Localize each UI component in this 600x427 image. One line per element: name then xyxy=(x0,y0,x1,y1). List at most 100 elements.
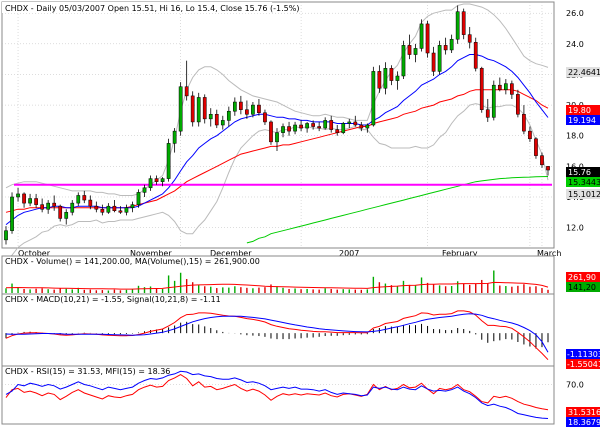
candle-down xyxy=(257,104,261,113)
rsi-value-label-box xyxy=(566,417,600,427)
candle-down xyxy=(528,130,532,140)
price-value-label: 15.3443 xyxy=(568,178,600,187)
candle-up xyxy=(208,114,213,120)
candle-down xyxy=(154,178,159,182)
candle-down xyxy=(202,97,207,120)
macd-panel-title: CHDX - MACD(10,21) = -1.55, Signal(10,21… xyxy=(5,295,221,304)
volume-panel-title: CHDX - Volume() = 141,200.00, MA(Volume(… xyxy=(5,257,260,266)
price-y-tick-label: 16.0 xyxy=(566,162,584,171)
candle-up xyxy=(64,212,69,219)
candle-down xyxy=(184,86,189,97)
candle-down xyxy=(516,94,520,115)
candle-down xyxy=(58,205,63,219)
candle-down xyxy=(473,42,478,69)
macd-signal-line xyxy=(5,313,549,353)
candle-up xyxy=(437,45,442,72)
candle-down xyxy=(479,68,484,110)
candle-down xyxy=(540,155,544,166)
candle-up xyxy=(503,83,508,91)
price-x-label: February xyxy=(442,249,478,258)
candle-down xyxy=(94,205,99,210)
candle-down xyxy=(359,124,364,129)
price-x-label: November xyxy=(130,249,172,258)
price-chart-title: CHDX - Daily 05/03/2007 Open 15.51, Hi 1… xyxy=(5,4,299,13)
candle-up xyxy=(4,230,8,241)
candle-down xyxy=(263,112,267,123)
candle-down xyxy=(88,199,93,207)
candle-up xyxy=(136,192,141,205)
candle-up xyxy=(196,97,201,123)
candle-up xyxy=(166,143,171,179)
ma-long-line xyxy=(246,176,549,244)
candle-down xyxy=(269,121,273,143)
rsi-panel-frame xyxy=(1,365,555,425)
candle-up xyxy=(76,195,81,204)
rsi-y-ticks: 70.0 xyxy=(566,380,584,389)
candle-up xyxy=(70,202,75,213)
price-value-label: 15.76 xyxy=(568,168,591,177)
price-x-label: March xyxy=(537,249,561,258)
rsi-value-label: 31.5316 xyxy=(568,408,600,417)
volume-ma-line xyxy=(5,281,549,290)
price-value-label-box xyxy=(566,177,600,187)
candle-up xyxy=(226,110,231,121)
candle-up xyxy=(395,75,400,81)
macd-lines xyxy=(5,310,549,361)
candle-down xyxy=(190,95,195,123)
candle-up xyxy=(106,205,111,213)
candle-down xyxy=(299,124,303,129)
macd-value-label: -1.11303 xyxy=(567,350,600,359)
volume-value-label: 261,90 xyxy=(568,273,596,282)
candle-down xyxy=(239,101,243,110)
candle-down xyxy=(407,45,412,55)
candle-up xyxy=(148,178,153,189)
candle-down xyxy=(52,202,57,207)
candle-up xyxy=(16,193,20,198)
candle-up xyxy=(281,126,285,133)
price-x-label: October xyxy=(18,249,51,258)
candle-down xyxy=(22,193,26,204)
candle-up xyxy=(419,23,424,49)
candle-up xyxy=(371,71,376,126)
candle-up xyxy=(251,104,255,115)
price-value-label: 15.1012 xyxy=(568,190,600,199)
rsi-value-label: 18.3679 xyxy=(568,418,600,427)
candle-up xyxy=(10,196,14,231)
bollinger-upper-line xyxy=(5,3,549,196)
candle-down xyxy=(34,198,38,205)
candle-up xyxy=(124,207,129,213)
candle-down xyxy=(100,208,105,213)
candle-down xyxy=(329,120,334,130)
price-x-label: 2007 xyxy=(339,249,359,258)
candle-down xyxy=(245,109,249,115)
candle-down xyxy=(467,34,472,43)
candle-up xyxy=(130,204,135,208)
volume-bars xyxy=(5,270,549,293)
candle-up xyxy=(142,187,147,193)
candle-up xyxy=(305,123,309,129)
candle-down xyxy=(40,204,44,210)
candle-up xyxy=(347,121,352,124)
candle-down xyxy=(425,23,430,54)
candle-up xyxy=(413,48,418,55)
candle-down xyxy=(214,114,219,126)
candle-down xyxy=(118,210,123,213)
candle-down xyxy=(431,52,436,72)
candle-up xyxy=(383,68,388,89)
macd-value-label-box xyxy=(566,349,600,359)
macd-value-label-box xyxy=(566,359,600,369)
candle-up xyxy=(160,178,165,182)
candle-up xyxy=(275,132,279,143)
candle-up xyxy=(449,38,454,51)
rsi-panel-title: CHDX - RSI(15) = 31.53, MFI(15) = 18.36 xyxy=(5,367,170,376)
candle-down xyxy=(82,195,87,201)
price-y-tick-label: 12.0 xyxy=(566,224,584,233)
price-value-label-box xyxy=(566,67,600,77)
macd-right-labels: -1.11303-1.55041 xyxy=(566,349,600,369)
price-y-tick-label: 18.0 xyxy=(566,132,584,141)
candle-down xyxy=(353,121,358,126)
candle-up xyxy=(220,120,225,126)
candle-up xyxy=(341,123,346,133)
volume-value-label: 141,20 xyxy=(568,283,596,292)
